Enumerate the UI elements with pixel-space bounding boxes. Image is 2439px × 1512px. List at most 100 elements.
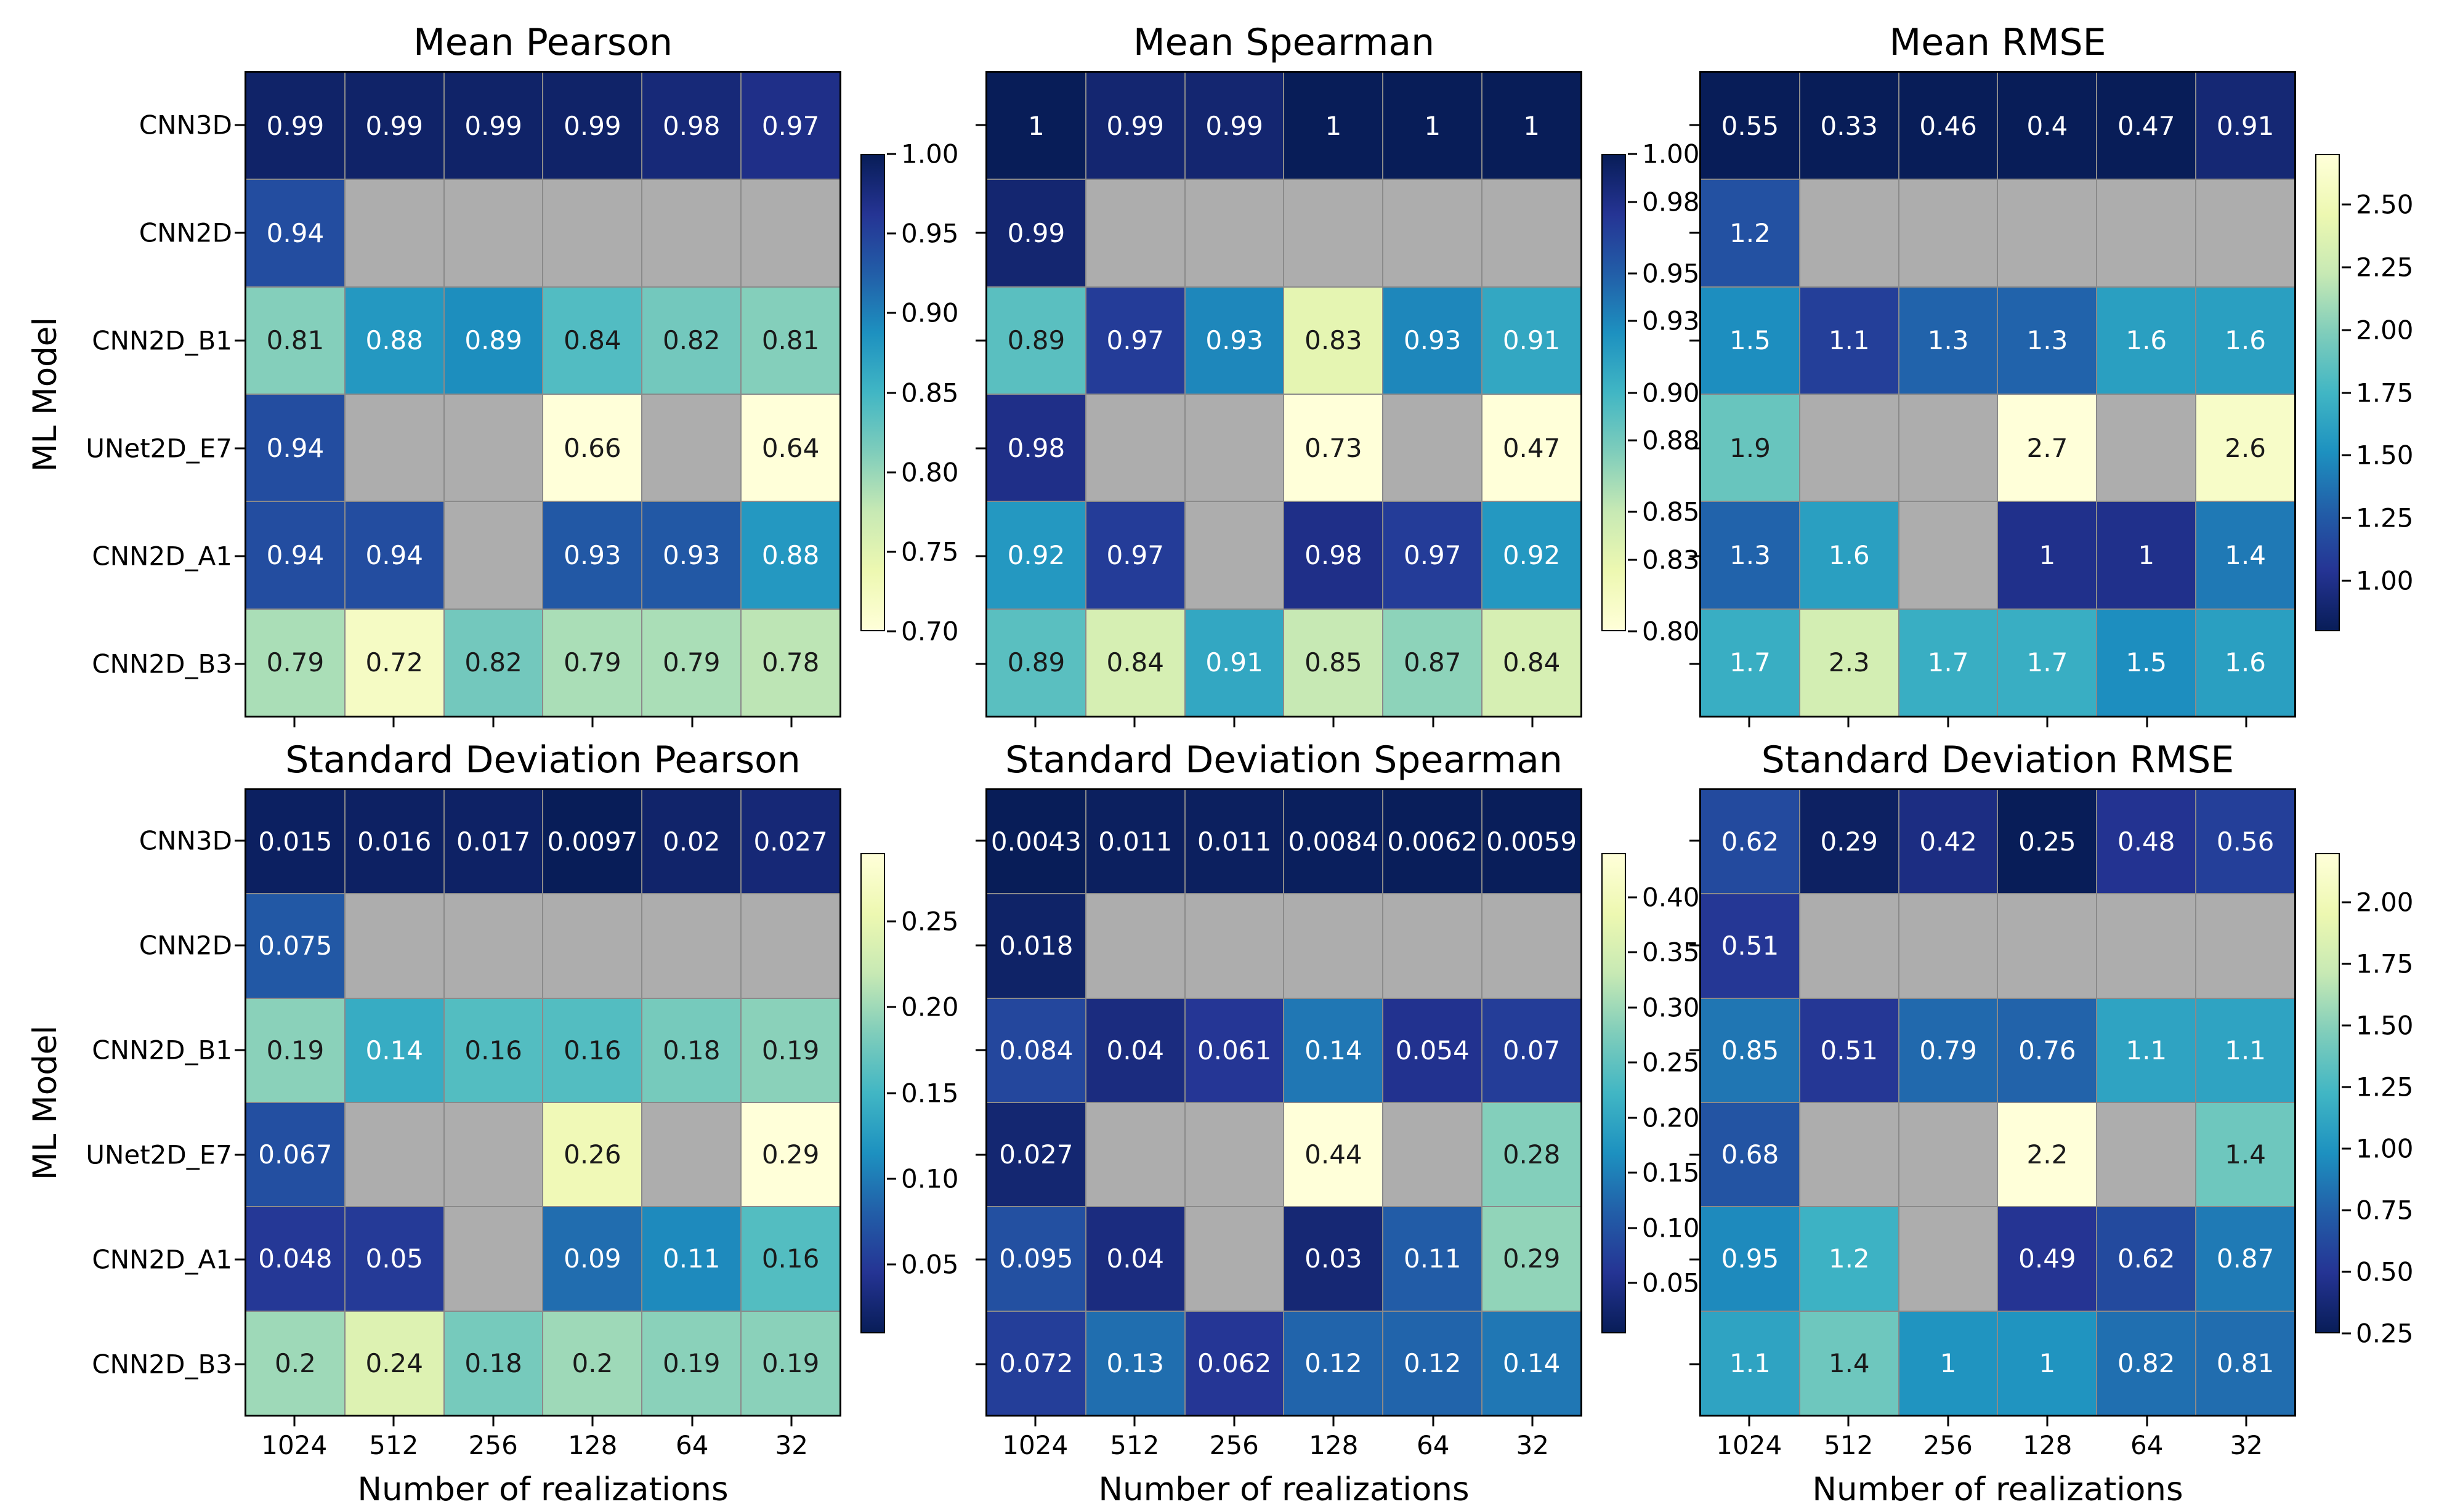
x-axis-title: Number of realizations [1812,1471,2183,1508]
heatmap-cell: 1.1 [2196,998,2294,1102]
x-tick-mark [1531,1417,1534,1426]
x-tick-mark [1133,1417,1136,1426]
heatmap-cell: 1 [1998,502,2097,608]
heatmap-cell: 0.084 [987,998,1085,1102]
heatmap-cell: 1.3 [1998,287,2097,394]
colorbar-tick-mark [1628,272,1637,275]
colorbar-tick-mark [887,1092,896,1094]
colorbar-tick-label: 0.05 [1642,1267,1700,1298]
colorbar-tick-mark [2342,1271,2351,1273]
heatmap-cell [1086,894,1184,998]
heatmap-cell: 0.85 [1284,609,1383,716]
colorbar-tick-label: 0.88 [1642,425,1700,456]
heatmap-cell: 0.0062 [1383,790,1482,894]
x-tick-mark [1947,1417,1949,1426]
colorbar-tick-mark [887,630,896,633]
colorbar-tick-mark [887,1178,896,1180]
y-tick-mark [1689,839,1699,842]
y-tick-label: CNN2D [139,217,232,248]
heatmap-cell: 0.061 [1185,998,1284,1102]
heatmap-cell: 0.95 [1701,1207,1799,1311]
y-tick-mark [235,447,245,449]
colorbar-tick-label: 0.25 [901,906,959,937]
heatmap-cell: 0.11 [642,1207,741,1311]
heatmap-cell: 0.97 [1086,502,1184,608]
colorbar-tick-label: 0.85 [1642,496,1700,527]
colorbar-tick-label: 0.50 [2356,1256,2414,1287]
heatmap-cell [444,394,543,501]
heatmap-cell [2097,180,2196,286]
colorbar: 1.00 0.95 0.90 0.85 0.80 0.75 0.70 [860,139,959,647]
colorbar-tick-mark [2342,1024,2351,1027]
x-tick-label: 256 [468,1430,518,1460]
colorbar-tick-label: 0.75 [901,536,959,567]
heatmap-cell: 0.05 [345,1207,443,1311]
x-tick-mark [790,718,793,727]
colorbar-tick-label: 0.10 [901,1163,959,1194]
heatmap-cell: 0.24 [345,1311,443,1415]
heatmap-cell: 1.7 [1701,609,1799,716]
heatmap-cell [2097,394,2196,501]
y-tick-mark [235,1363,245,1365]
colorbar-tick-label: 0.20 [901,992,959,1022]
heatmap-cell: 0.017 [444,790,543,894]
colorbar-tick-label: 0.98 [1642,187,1700,217]
heatmap-cell: 0.94 [246,502,344,608]
heatmap-cell [1899,894,1997,998]
colorbar-tick-label: 1.50 [2356,440,2414,471]
heatmap-cell: 0.011 [1185,790,1284,894]
colorbar-tick-label: 0.95 [1642,258,1700,289]
heatmap-cell: 0.88 [742,502,839,608]
heatmap-cell: 2.7 [1998,394,2097,501]
colorbar-tick-label: 1.75 [2356,378,2414,408]
heatmap-cell: 0.97 [1086,287,1184,394]
y-tick-label: CNN2D_B1 [92,1035,232,1065]
heatmap-cell: 0.07 [1482,998,1580,1102]
x-tick-mark [1034,1417,1037,1426]
heatmap-cell: 0.76 [1998,998,2097,1102]
colorbar-tick-label: 1.25 [2356,503,2414,533]
heatmap-grid: 0.62 0.29 0.42 0.25 0.48 0.56 0.51 0.85 0.51 0.79… [1699,788,2296,1417]
colorbar-tick-label: 1.00 [2356,1133,2414,1164]
heatmap-cell: 0.83 [1284,287,1383,394]
heatmap-cell: 0.91 [1185,609,1284,716]
heatmap-cell [1800,180,1898,286]
x-tick-mark [1847,1417,1850,1426]
heatmap-cell: 0.054 [1383,998,1482,1102]
x-tick-mark [1947,718,1949,727]
heatmap-cell: 1.3 [1899,287,1997,394]
heatmap-cell: 1.6 [2196,609,2294,716]
colorbar-tick-label: 0.15 [901,1078,959,1109]
heatmap-cell: 0.94 [345,502,443,608]
heatmap-cell: 1 [1998,1311,2097,1415]
heatmap-cell [1383,180,1482,286]
heatmap-cell: 0.93 [642,502,741,608]
y-tick-mark [976,1154,985,1156]
heatmap-cell: 0.048 [246,1207,344,1311]
colorbar-tick-label: 0.93 [1642,305,1700,336]
colorbar: 2.00 1.75 1.50 1.25 1.00 0.75 0.50 0.25 [2315,853,2414,1349]
x-tick-mark [1233,1417,1236,1426]
y-tick-mark [1689,339,1699,341]
heatmap-cell: 0.47 [2097,73,2196,179]
colorbar-tick-mark [2342,1332,2351,1335]
colorbar-tick-mark [2342,963,2351,965]
heatmap-cell: 0.89 [987,609,1085,716]
heatmap-cell [444,894,543,998]
colorbar-tick-mark [1628,1227,1637,1229]
heatmap-cell [642,394,741,501]
colorbar-tick-label: 0.80 [1642,616,1700,647]
y-tick-mark [1689,555,1699,557]
panel-sd-pearson: Standard Deviation Pearson 0.015 0.016 0.0… [27,741,959,1509]
heatmap-cell: 0.062 [1185,1311,1284,1415]
heatmap-cell: 1 [1383,73,1482,179]
heatmap-cell [1086,394,1184,501]
x-tick-mark [293,718,296,727]
colorbar-tick-label: 0.85 [901,378,959,408]
x-tick-mark [2146,1417,2148,1426]
y-tick-label: CNN2D_A1 [92,541,232,571]
x-tick-label: 512 [1824,1430,1874,1460]
x-tick-label: 128 [568,1430,618,1460]
heatmap-cell [1800,394,1898,501]
heatmap-cell: 0.03 [1284,1207,1383,1311]
